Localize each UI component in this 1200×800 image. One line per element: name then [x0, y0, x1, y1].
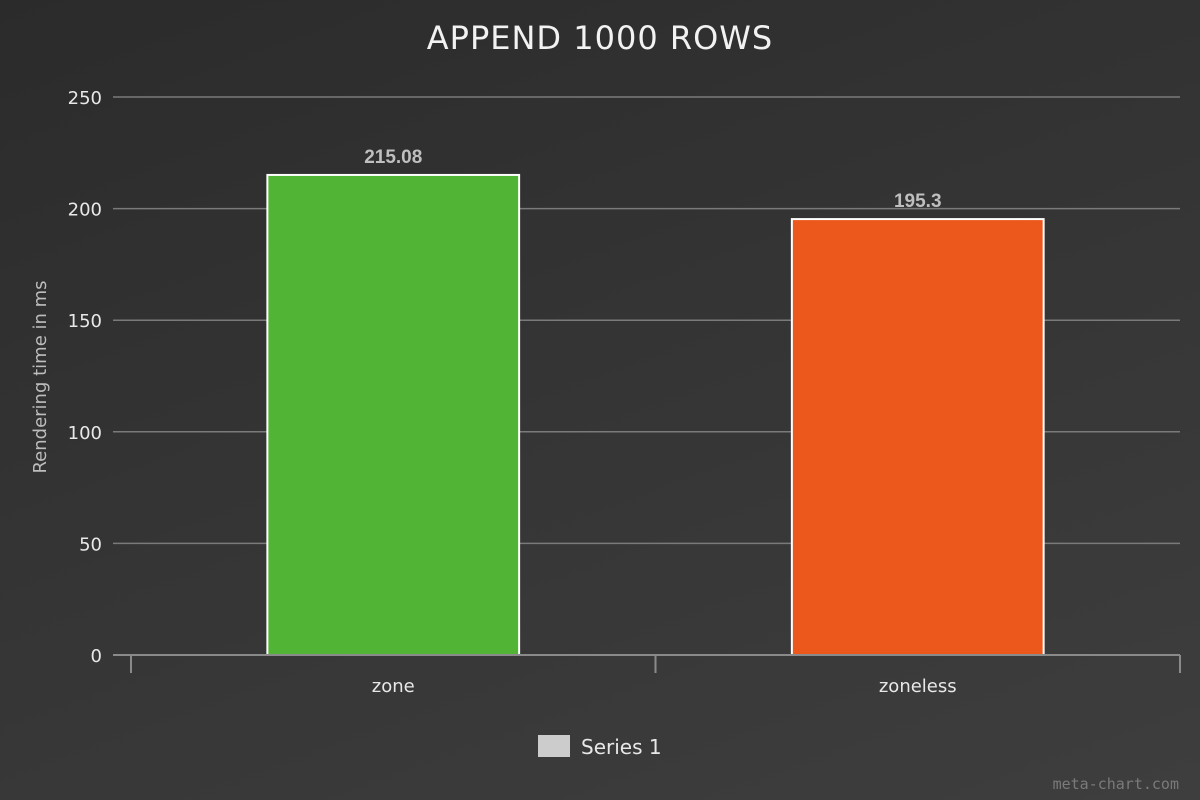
- y-tick-label: 250: [68, 88, 102, 109]
- x-axis: zone zoneless: [113, 654, 1181, 697]
- legend[interactable]: Series 1: [538, 735, 662, 759]
- y-tick-label: 100: [68, 423, 102, 444]
- legend-label[interactable]: Series 1: [581, 735, 662, 759]
- bar-zoneless[interactable]: [790, 218, 1045, 656]
- y-tick-label: 150: [68, 311, 102, 332]
- y-axis-ticks: 0 50 100 150 200 250: [68, 88, 102, 667]
- y-tick-label: 50: [79, 534, 102, 555]
- data-label: 195.3: [894, 191, 942, 212]
- x-tick-label: zone: [372, 676, 415, 697]
- bars: 215.08 195.3: [266, 147, 1045, 656]
- y-tick-label: 0: [91, 646, 102, 667]
- chart-title: APPEND 1000 ROWS: [427, 19, 773, 57]
- y-axis-title: Rendering time in ms: [30, 280, 51, 473]
- bar-zone[interactable]: [266, 173, 521, 656]
- legend-swatch[interactable]: [538, 735, 570, 757]
- x-tick-label: zoneless: [879, 676, 957, 697]
- data-label: 215.08: [364, 147, 422, 168]
- y-tick-label: 200: [68, 200, 102, 221]
- credit-text: meta-chart.com: [1053, 775, 1179, 793]
